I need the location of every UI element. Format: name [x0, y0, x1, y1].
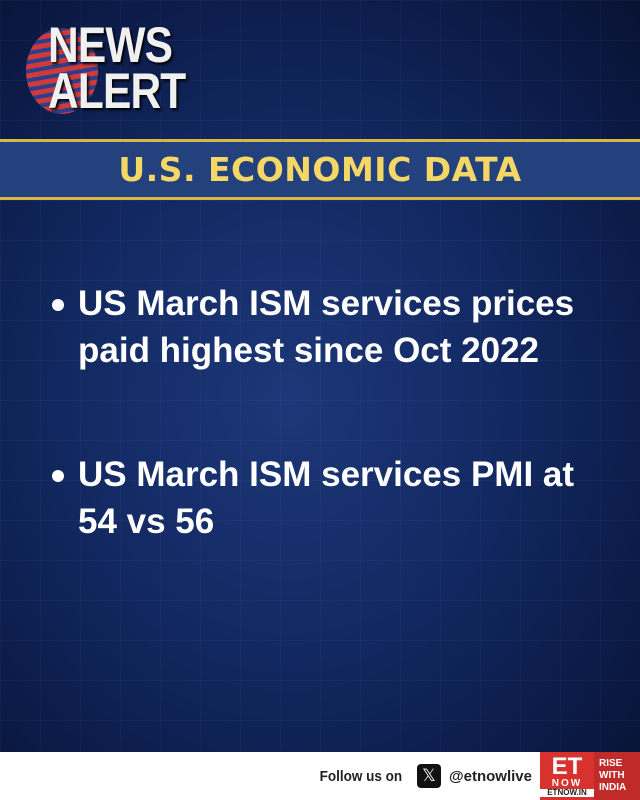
- bullet-list: US March ISM services prices paid highes…: [52, 280, 612, 622]
- banner-title: U.S. ECONOMIC DATA: [118, 150, 522, 189]
- headline-banner: U.S. ECONOMIC DATA: [0, 139, 640, 200]
- social-handle[interactable]: @etnowlive: [449, 767, 532, 785]
- brand-site: ETNOW.IN: [540, 789, 594, 797]
- brand-et: ET: [551, 753, 583, 780]
- footer: Follow us on 𝕏 @etnowlive ET NOW ETNOW.IN …: [0, 752, 640, 800]
- x-icon[interactable]: 𝕏: [417, 764, 442, 788]
- logo-line2: ALERT: [48, 63, 186, 119]
- brand-now: NOW: [551, 778, 583, 789]
- bullet-item: US March ISM services prices paid highes…: [52, 280, 612, 374]
- news-alert-logo: NEWS ALERT: [26, 17, 186, 122]
- et-now-logo: ET NOW ETNOW.IN RISE WITH INDIA: [540, 752, 640, 800]
- follow-text: Follow us on: [319, 767, 403, 785]
- brand-tagline: RISE WITH INDIA: [594, 752, 640, 800]
- bullet-item: US March ISM services PMI at 54 vs 56: [52, 451, 612, 545]
- logo-line1: NEWS: [48, 17, 173, 73]
- globe-icon: [26, 28, 98, 114]
